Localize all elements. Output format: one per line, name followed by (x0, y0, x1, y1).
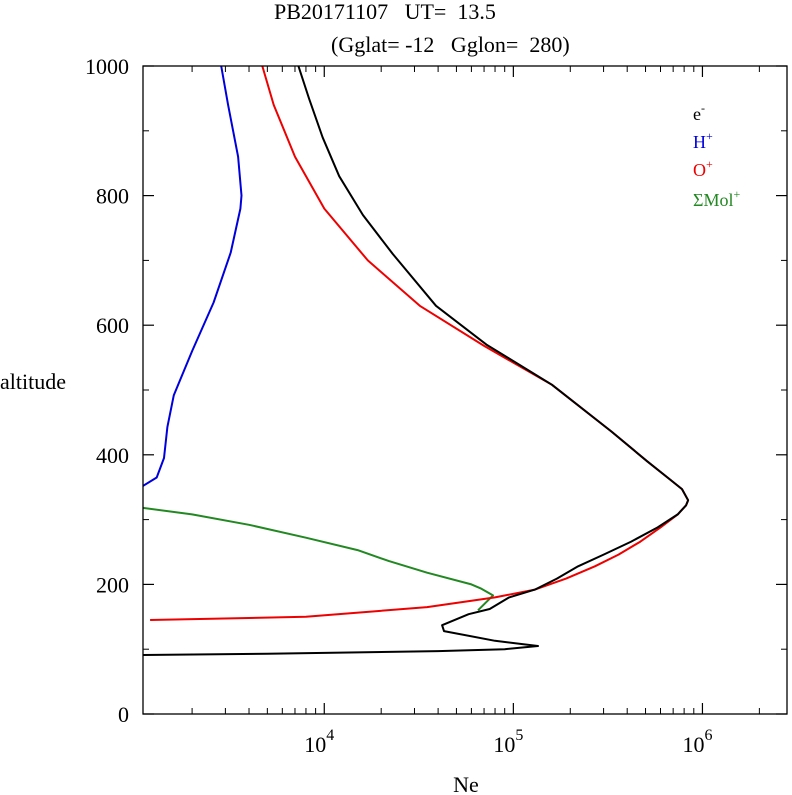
legend-sup: + (733, 187, 740, 201)
y-tick-label: 800 (96, 184, 129, 209)
x-axis-label: Ne (453, 772, 479, 795)
legend-item-e: e- (693, 101, 705, 124)
plot-frame (142, 65, 788, 715)
y-tick-label: 1000 (85, 54, 129, 79)
y-tick-label: 600 (96, 313, 129, 338)
legend-item-o: O+ (693, 157, 713, 180)
legend-label: e (693, 104, 701, 124)
series-group (143, 66, 690, 656)
chart-title: PB20171107 UT= 13.5 (274, 0, 496, 24)
legend-sup: - (701, 101, 705, 115)
y-tick-label: 400 (96, 443, 129, 468)
y-tick-label: 0 (118, 702, 129, 727)
y-axis-label: altitude (0, 369, 66, 394)
x-tick-label: 105 (493, 727, 523, 757)
legend-label: ΣMol (693, 190, 733, 210)
series-layer (143, 66, 690, 656)
series-line-mol (143, 506, 494, 612)
x-tick-label: 106 (682, 727, 712, 757)
legend-label: O (693, 160, 706, 180)
x-tick-label: 104 (304, 727, 334, 757)
series-line-o (150, 66, 690, 621)
series-line-e (143, 66, 690, 656)
legend-label: H (693, 132, 706, 152)
legend-sup: + (706, 157, 713, 171)
legend: e- H+ O+ ΣMol+ (693, 101, 740, 210)
chart-subtitle: (Gglat= -12 Gglon= 280) (331, 32, 570, 57)
legend-item-h: H+ (693, 129, 713, 152)
legend-sup: + (706, 129, 713, 143)
series-line-h (143, 66, 243, 487)
y-tick-label: 200 (96, 572, 129, 597)
legend-item-mol: ΣMol+ (693, 187, 740, 210)
